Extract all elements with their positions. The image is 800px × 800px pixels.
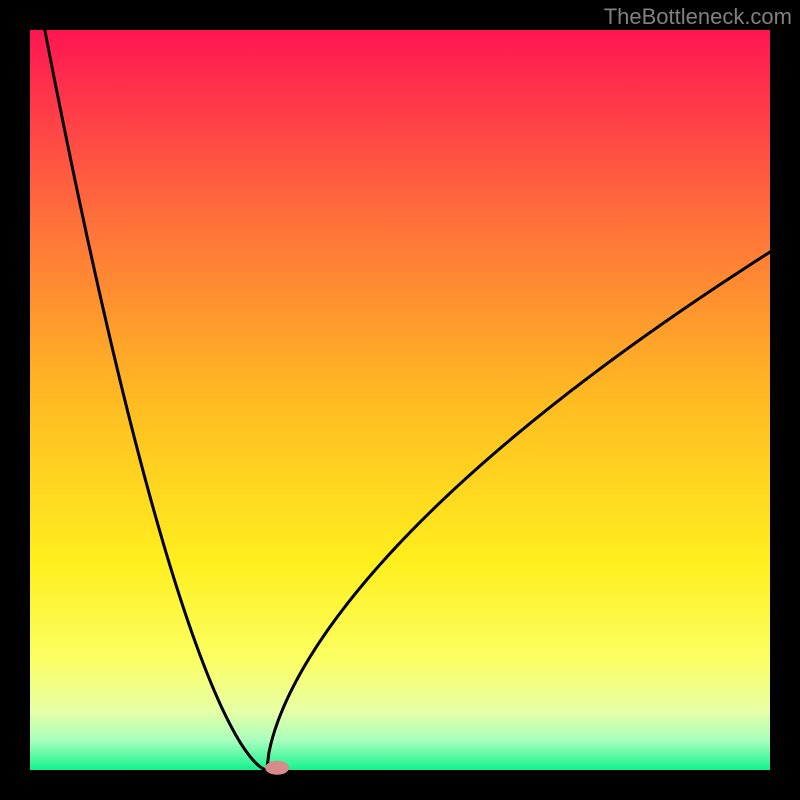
- chart-container: TheBottleneck.com: [0, 0, 800, 800]
- data-marker: [265, 761, 289, 775]
- plot-background: [30, 30, 770, 770]
- watermark-text: TheBottleneck.com: [604, 4, 792, 30]
- bottleneck-chart: [0, 0, 800, 800]
